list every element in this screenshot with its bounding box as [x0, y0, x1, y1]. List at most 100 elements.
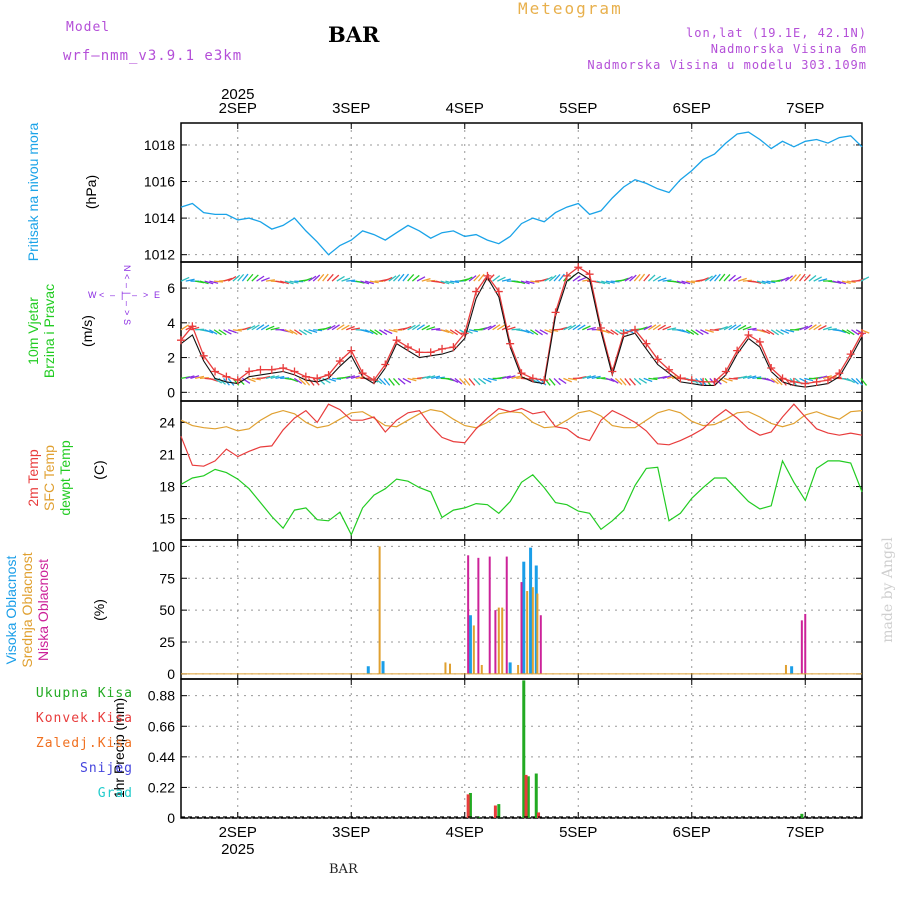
- wind-arrow: [614, 377, 623, 385]
- wind-arrow: [818, 375, 828, 380]
- wind-arrow: [610, 377, 619, 384]
- wind-arrow: [638, 273, 646, 282]
- wind-arrow: [346, 325, 355, 331]
- y-tick-label: 25: [159, 634, 175, 650]
- chart-title: Meteogram: [518, 0, 623, 18]
- precip-convective-bar: [466, 794, 470, 818]
- wind-arrow: [322, 377, 331, 384]
- wind-arrow: [199, 280, 209, 285]
- wind-arrow: [638, 326, 648, 331]
- wind-arrow: [393, 274, 401, 282]
- date-label-bottom: 3SEP: [332, 824, 370, 841]
- cloud-mid-bar: [517, 664, 520, 674]
- compass-ns-char: <: [122, 274, 132, 279]
- wind-arrow: [539, 329, 548, 335]
- cloud-low-bar: [804, 613, 807, 674]
- wind-arrow: [638, 377, 647, 384]
- cloud-axis-title-1: Srednja Oblacnost: [19, 552, 35, 667]
- wind-arrow: [426, 326, 436, 331]
- wind-arrow: [307, 378, 315, 386]
- wind-arrow: [407, 377, 417, 382]
- wind-arrow: [784, 275, 793, 282]
- wind-unit: (m/s): [79, 315, 95, 347]
- wind-arrow: [676, 280, 686, 285]
- wind-arrow: [293, 377, 303, 384]
- wind-arrow: [846, 377, 856, 384]
- wind-arrow: [478, 377, 487, 385]
- wind-arrow: [775, 329, 784, 336]
- compass-ew-char: –: [132, 290, 137, 300]
- wind-arrow: [242, 377, 251, 384]
- wind-arrow: [647, 274, 656, 282]
- cloud-mid-bar: [497, 607, 500, 674]
- wind-arrow: [700, 329, 709, 335]
- wind-arrow: [780, 329, 790, 335]
- wind-arrow: [355, 280, 365, 284]
- wind-arrow: [582, 375, 592, 380]
- wind-arrow: [501, 278, 511, 282]
- y-tick-label: 1014: [144, 210, 175, 226]
- wind-gust-marker: [256, 365, 265, 374]
- wind-arrow: [388, 275, 397, 282]
- wind-arrow: [397, 273, 405, 282]
- wind-arrow: [449, 329, 459, 336]
- wind-gust-marker: [585, 270, 594, 279]
- y-tick-label: 2: [167, 350, 175, 366]
- wind-arrow: [322, 326, 332, 331]
- wind-arrow: [195, 375, 205, 380]
- cloud-low-bar: [520, 582, 523, 674]
- wind-arrow: [747, 327, 757, 331]
- wind-arrow: [846, 329, 855, 336]
- wind-arrow: [487, 324, 496, 331]
- wind-arrow: [364, 280, 374, 285]
- wind-arrow: [289, 377, 299, 383]
- compass-ew-char: W: [88, 290, 97, 300]
- date-label-top: 6SEP: [673, 100, 711, 117]
- wind-arrow: [619, 377, 627, 386]
- wind-arrow: [275, 280, 285, 284]
- wind-gust-marker: [211, 367, 220, 376]
- wind-arrow: [747, 375, 757, 380]
- wind-gust-marker: [279, 363, 288, 372]
- wind-arrow: [501, 375, 511, 380]
- wind-arrow: [246, 273, 254, 282]
- wind-arrow: [818, 325, 827, 331]
- y-tick-label: 0.22: [148, 779, 175, 795]
- wind-gust-marker: [562, 271, 571, 280]
- wind-gust-marker: [438, 344, 447, 353]
- wind-arrow: [294, 280, 304, 283]
- wind-arrow: [237, 273, 245, 282]
- wind-gust-marker: [199, 351, 208, 360]
- wind-arrow: [445, 280, 455, 285]
- cloud-low-bar: [488, 556, 491, 674]
- wind-arrow: [482, 325, 492, 331]
- temp-axis-title-1: SFC Temp: [41, 445, 57, 511]
- wind-arrow: [860, 378, 868, 386]
- wind-arrow: [308, 275, 317, 282]
- temp-axis-title-0: 2m Temp: [25, 449, 41, 507]
- wind-arrow: [227, 275, 237, 282]
- wind-arrow: [317, 273, 325, 282]
- wind-arrow: [511, 375, 521, 380]
- date-label-bottom: 5SEP: [559, 824, 597, 841]
- wind-arrow: [681, 329, 690, 335]
- wind-arrow: [332, 377, 342, 380]
- wind-arrow: [275, 375, 285, 380]
- wind-gust-marker: [608, 367, 617, 376]
- wind-arrow: [648, 324, 657, 331]
- wind-arrow: [209, 280, 219, 284]
- wind-arrow: [704, 329, 714, 333]
- cloud-mid-bar: [536, 593, 539, 674]
- precip-unit: 1hr Precip (mm): [111, 698, 127, 798]
- wind-arrow: [568, 377, 578, 381]
- wind-arrow: [218, 329, 227, 336]
- wind-arrow: [803, 324, 813, 331]
- wind-arrow: [567, 324, 577, 331]
- wind-gust-marker: [733, 346, 742, 355]
- wind-arrow: [534, 329, 543, 336]
- wind-arrow: [619, 277, 629, 282]
- wind-arrow: [841, 280, 851, 285]
- wind-arrow: [459, 377, 467, 386]
- wind-arrow: [209, 377, 219, 382]
- wind-arrow: [411, 324, 421, 331]
